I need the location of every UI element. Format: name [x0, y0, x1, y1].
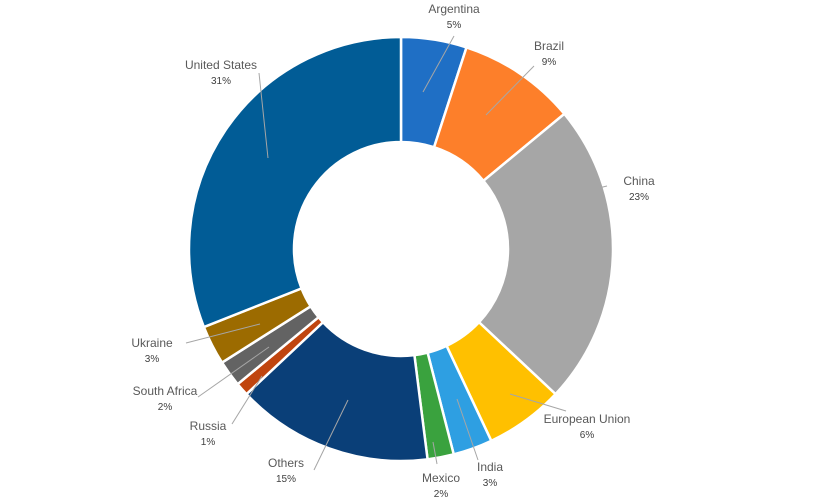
leader-line-brazil — [485, 65, 535, 116]
slice-others — [244, 320, 429, 463]
data-label-value-brazil: 9% — [542, 57, 557, 68]
data-label-value-russia: 1% — [201, 437, 216, 448]
data-label-value-european-union: 6% — [580, 430, 595, 441]
data-label-value-others: 15% — [276, 474, 296, 485]
leader-line-russia — [231, 375, 263, 425]
leader-line-united-states — [258, 72, 269, 159]
leader-line-european-union — [509, 393, 567, 412]
data-label-name-argentina: Argentina — [428, 2, 480, 16]
data-label-name-brazil: Brazil — [534, 39, 564, 53]
data-label-value-mexico: 2% — [434, 489, 449, 500]
slice-united-states — [187, 35, 403, 329]
slices-layer — [187, 35, 615, 463]
leader-line-others — [313, 399, 349, 471]
data-label-name-russia: Russia — [190, 419, 227, 433]
data-label-value-argentina: 5% — [447, 20, 462, 31]
data-label-value-india: 3% — [483, 478, 498, 489]
data-label-name-china: China — [623, 174, 655, 188]
leader-line-ukraine — [185, 323, 261, 344]
data-label-name-mexico: Mexico — [422, 471, 460, 485]
leader-line-mexico — [432, 441, 438, 465]
data-label-value-ukraine: 3% — [145, 354, 160, 365]
data-label-name-others: Others — [268, 456, 304, 470]
data-label-name-european-union: European Union — [544, 412, 631, 426]
data-label-name-india: India — [477, 460, 503, 474]
leader-line-argentina — [422, 35, 455, 93]
leader-line-south-africa — [197, 346, 270, 398]
data-label-name-ukraine: Ukraine — [131, 336, 173, 350]
data-label-value-united-states: 31% — [211, 76, 231, 87]
data-label-name-south-africa: South Africa — [133, 384, 198, 398]
leader-lines-layer — [185, 35, 608, 471]
data-label-name-united-states: United States — [185, 58, 257, 72]
slice-china — [477, 112, 615, 396]
data-label-value-china: 23% — [629, 192, 649, 203]
leader-line-china — [577, 185, 608, 194]
data-labels-layer: Argentina 5% Brazil 9% China 23% European Unio… — [131, 2, 655, 500]
data-label-value-south-africa: 2% — [158, 402, 173, 413]
leader-line-india — [456, 398, 479, 461]
